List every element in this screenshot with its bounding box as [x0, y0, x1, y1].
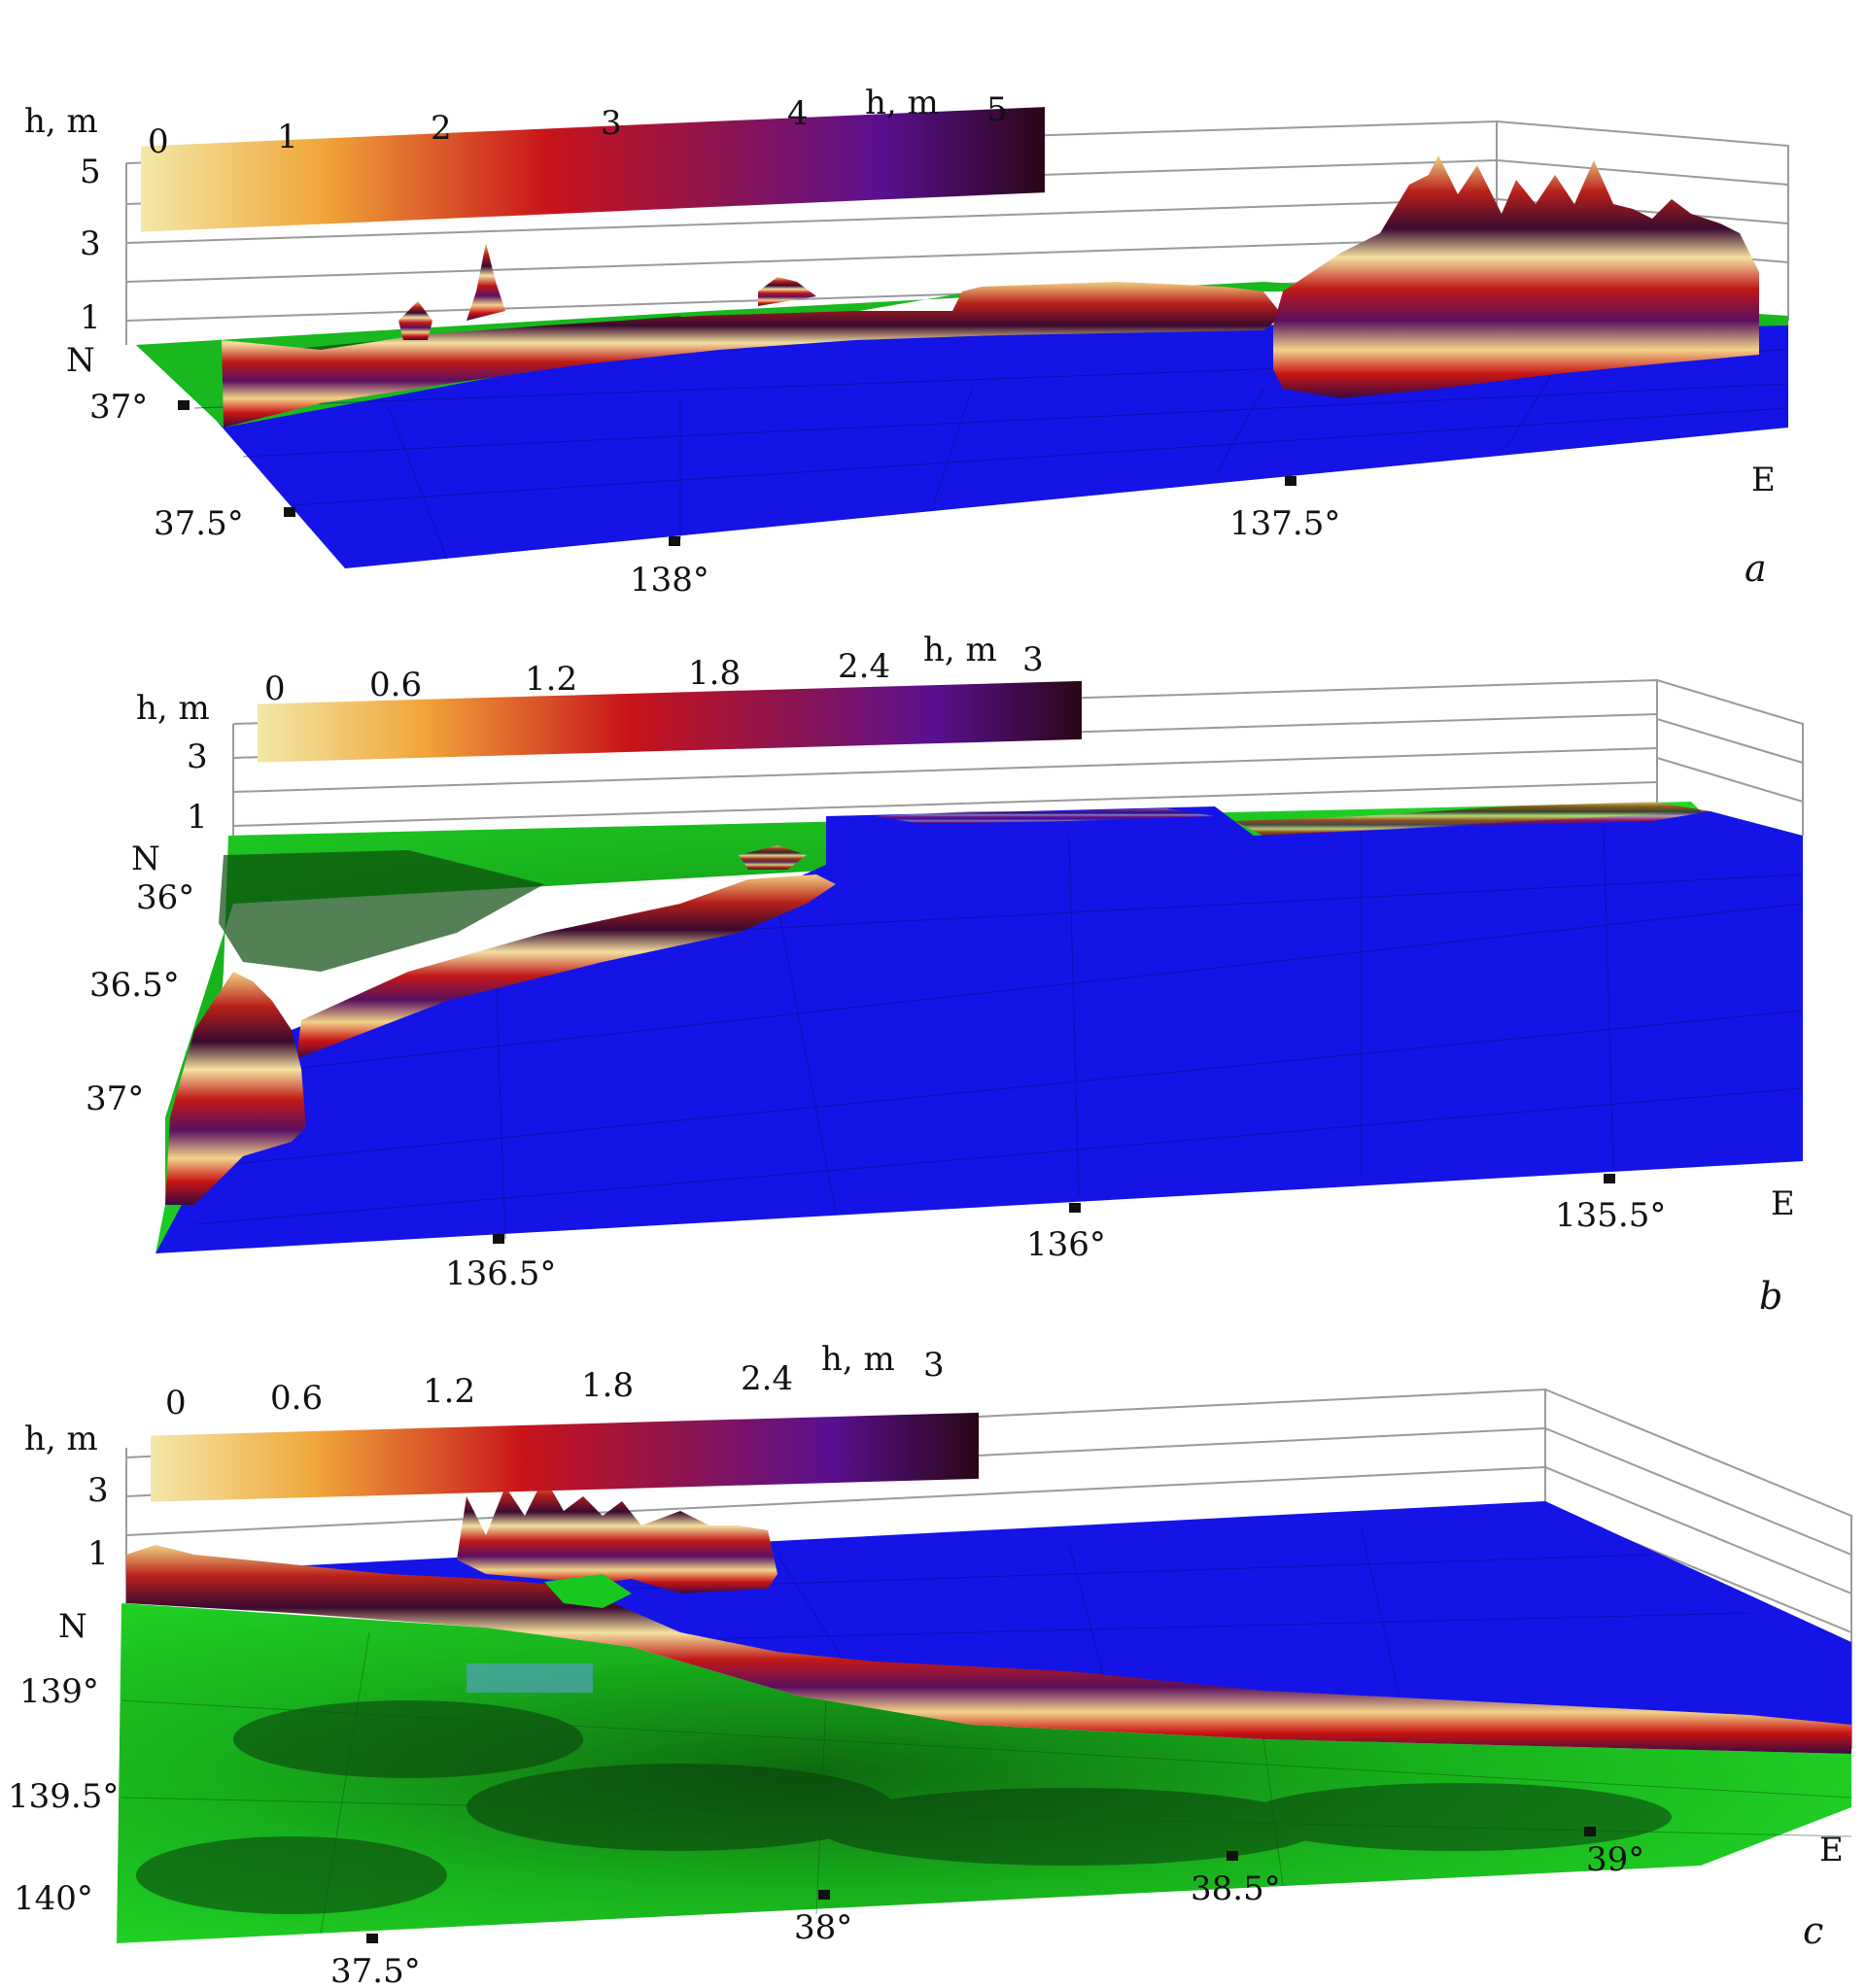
- panel-a-east-label: E: [1751, 461, 1776, 499]
- panel-c-caption: c: [1803, 1909, 1823, 1952]
- panel-b-lat-tick-36: 36°: [136, 878, 194, 917]
- panel-c-lon-tick-38-5: 38.5°: [1191, 1869, 1281, 1908]
- panel-a-lat-tick-37-5: 37.5°: [154, 504, 244, 543]
- panel-c-z-axis-title: h, m: [24, 1420, 98, 1458]
- panel-a-cbar-tick-3: 3: [601, 104, 622, 143]
- panel-c-colorbar-title: h, m: [821, 1340, 895, 1379]
- panel-c-lon-tick-38: 38°: [794, 1908, 852, 1947]
- panel-b-colorbar-ticks: 0 0.6 1.2 1.8 2.4 3: [264, 640, 1044, 708]
- panel-c-cbar-tick-3: 1.8: [581, 1366, 634, 1405]
- panel-a-cbar-tick-0: 0: [148, 122, 169, 161]
- panel-a-cbar-tick-1: 1: [277, 118, 298, 156]
- panel-a-cbar-tick-5: 5: [986, 90, 1008, 129]
- panel-c-lat-tick-140: 140°: [14, 1879, 93, 1918]
- panel-b-cbar-tick-1: 0.6: [369, 666, 422, 704]
- panel-b-lon-tick-135-5: 135.5°: [1555, 1196, 1666, 1235]
- panel-b-coast-wall: [165, 802, 1710, 1205]
- panel-b-lon-tick-136-5: 136.5°: [445, 1254, 556, 1293]
- panel-b-z-axis-title: h, m: [136, 689, 210, 728]
- panel-c-cbar-tick-2: 1.2: [423, 1372, 475, 1411]
- panel-a-lat-tick-37: 37°: [89, 388, 148, 427]
- panel-c-coast-wall: [126, 1477, 1851, 1754]
- panel-a-colorbar-title: h, m: [865, 84, 939, 122]
- panel-b-lat-tick-36-5: 36.5°: [89, 966, 180, 1005]
- panel-a-z-tick-1: 1: [80, 298, 101, 337]
- panel-c-colorbar-ticks: 0 0.6 1.2 1.8 2.4 3: [165, 1346, 945, 1422]
- panel-c-lon-tick-39: 39°: [1586, 1840, 1644, 1879]
- panel-c-lat-tick-139: 139°: [19, 1672, 99, 1711]
- panel-b-lon-tick-136: 136°: [1026, 1225, 1106, 1264]
- panel-b-colorbar-title: h, m: [923, 631, 997, 669]
- panel-c-cbar-tick-4: 2.4: [741, 1359, 793, 1398]
- panel-a-lon-tick-138: 138°: [630, 561, 709, 600]
- panel-c-lagoon: [466, 1663, 593, 1693]
- panel-c-north-label: N: [58, 1607, 87, 1646]
- panel-b-caption: b: [1759, 1275, 1782, 1318]
- panel-c-cbar-tick-1: 0.6: [270, 1379, 323, 1418]
- panel-a-cbar-tick-2: 2: [431, 109, 452, 148]
- panel-c-lat-tick-139-5: 139.5°: [8, 1777, 119, 1816]
- panel-c-land-dark: [136, 1700, 1672, 1914]
- panel-c-colorbar: [151, 1412, 979, 1502]
- panel-b-cbar-tick-2: 1.2: [525, 660, 577, 699]
- panel-b-sea-grid: [193, 825, 1804, 1240]
- panel-a-z-tick-3: 3: [80, 224, 101, 263]
- panel-b-z-tick-3: 3: [187, 737, 208, 776]
- panel-c-lon-tick-37-5: 37.5°: [330, 1952, 421, 1988]
- panel-a-caption: a: [1745, 547, 1767, 590]
- panel-a-z-axis-title: h, m: [24, 102, 98, 141]
- panel-c-land-grid: [121, 1631, 1852, 1935]
- panel-b-land: [156, 802, 1710, 1253]
- panel-a-cbar-tick-4: 4: [787, 94, 809, 133]
- panel-a-north-label: N: [66, 341, 95, 380]
- panel-b-colorbar: [258, 680, 1082, 763]
- panel-a: 0 1 2 3 4 5 h, m h, m 5 3 1 N E 37° 37.5…: [24, 84, 1789, 600]
- panel-b-cbar-tick-4: 2.4: [838, 647, 890, 686]
- panel-a-z-tick-5: 5: [80, 153, 101, 191]
- panel-a-colorbar-ticks: 0 1 2 3 4 5: [148, 90, 1008, 161]
- panel-b-cbar-tick-3: 1.8: [688, 654, 741, 693]
- panel-b: 0 0.6 1.2 1.8 2.4 3 h, m h, m 3 1 N E 36…: [86, 631, 1804, 1318]
- panel-c-z-tick-3: 3: [87, 1471, 109, 1510]
- panel-c: 0 0.6 1.2 1.8 2.4 3 h, m h, m 3 1 N E 13…: [8, 1340, 1852, 1988]
- panel-b-land-dark: [219, 850, 544, 972]
- panel-b-cbar-tick-0: 0: [264, 669, 286, 708]
- panel-c-z-tick-1: 1: [87, 1534, 109, 1573]
- panel-b-cbar-tick-5: 3: [1022, 640, 1044, 679]
- panel-a-lon-tick-137-5: 137.5°: [1229, 504, 1340, 543]
- panel-b-lat-tick-37: 37°: [86, 1080, 144, 1118]
- panel-c-cbar-tick-0: 0: [165, 1384, 187, 1422]
- panel-c-cbar-tick-5: 3: [923, 1346, 945, 1385]
- panel-a-coast-wall: [222, 155, 1759, 428]
- panel-b-sea: [156, 806, 1803, 1253]
- panel-b-north-label: N: [131, 840, 160, 878]
- panel-c-east-label: E: [1819, 1831, 1844, 1869]
- panel-a-colorbar: [141, 107, 1045, 232]
- panel-b-east-label: E: [1771, 1184, 1795, 1223]
- panel-b-z-tick-1: 1: [187, 798, 208, 837]
